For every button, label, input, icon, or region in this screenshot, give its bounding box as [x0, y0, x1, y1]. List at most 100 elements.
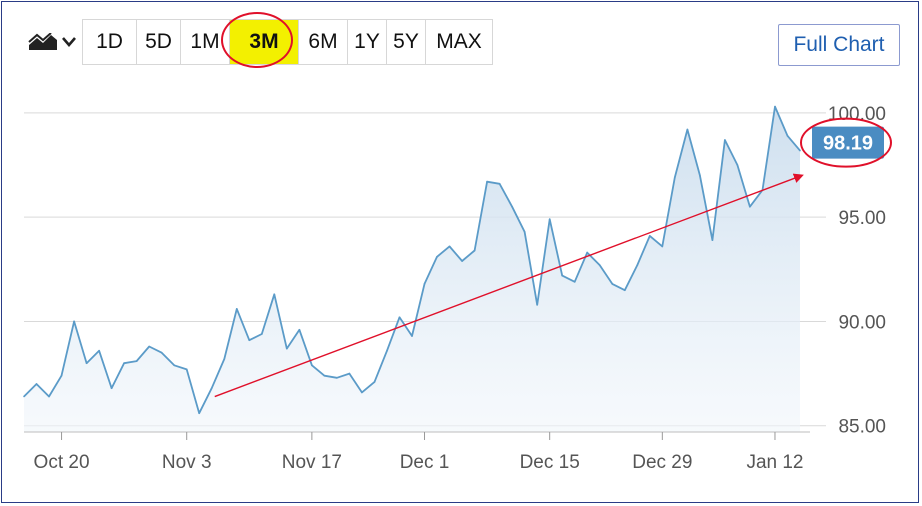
data-point — [348, 372, 351, 375]
last-price-badge — [812, 126, 884, 159]
data-point — [799, 149, 801, 152]
data-point — [473, 249, 476, 252]
data-point — [60, 374, 63, 377]
data-point — [261, 333, 263, 335]
data-point — [611, 283, 614, 285]
x-tick-label: Dec 15 — [520, 452, 580, 473]
data-point — [311, 364, 313, 367]
range-button-label: 5D — [145, 30, 172, 53]
data-point — [536, 304, 538, 306]
x-tick-label: Nov 17 — [282, 452, 342, 473]
data-point — [48, 395, 50, 398]
y-tick-label: 85.00 — [838, 417, 886, 438]
range-button-label: 1Y — [354, 30, 380, 53]
area-chart-icon — [28, 33, 57, 50]
data-point — [73, 320, 75, 323]
data-point — [210, 387, 213, 390]
chart-toolbar: 1D 5D 1M 3M 6M 1Y 5Y MAX — [22, 12, 493, 68]
x-tick-label: Dec 29 — [632, 452, 692, 473]
data-point — [35, 383, 38, 385]
range-button-label: MAX — [436, 30, 482, 53]
range-button-1d[interactable]: 1D — [83, 20, 137, 64]
data-point — [598, 264, 601, 266]
data-point — [361, 391, 363, 394]
data-point — [23, 395, 25, 398]
range-button-6m[interactable]: 6M — [299, 20, 348, 64]
range-button-3m[interactable]: 3M — [221, 12, 299, 68]
range-button-label: 1D — [96, 30, 123, 53]
range-button-label: 5Y — [393, 30, 419, 53]
price-highlight-oval — [800, 117, 892, 168]
data-point — [436, 255, 438, 258]
chevron-down-icon — [62, 37, 76, 47]
data-point — [448, 245, 451, 248]
data-point — [386, 349, 388, 352]
data-point — [548, 218, 551, 220]
data-point — [123, 362, 125, 365]
data-point — [561, 274, 563, 277]
x-tick-label: Jan 12 — [746, 452, 803, 473]
x-tick-label: Dec 1 — [400, 452, 450, 473]
range-button-5d[interactable]: 5D — [137, 20, 181, 64]
area-fill — [24, 106, 800, 432]
data-point — [298, 329, 301, 331]
data-point — [185, 368, 188, 371]
data-point — [749, 205, 751, 208]
data-point — [686, 128, 689, 131]
range-button-label: 3M — [249, 30, 279, 53]
data-point — [223, 358, 226, 360]
data-point — [248, 339, 251, 342]
x-tick-label: Oct 20 — [34, 452, 90, 473]
data-point — [323, 374, 326, 377]
chart-type-selector[interactable] — [22, 18, 82, 66]
full-chart-button[interactable]: Full Chart — [778, 24, 900, 66]
data-point — [674, 176, 676, 179]
data-point — [786, 135, 789, 137]
data-point — [423, 283, 426, 285]
x-tick-label: Nov 3 — [162, 452, 212, 473]
data-point — [736, 164, 739, 166]
data-point — [724, 139, 726, 141]
data-point — [110, 387, 113, 390]
range-button-label: 1M — [190, 30, 220, 53]
data-point — [198, 412, 200, 415]
data-point — [336, 377, 338, 379]
data-point — [636, 264, 639, 266]
data-point — [573, 281, 576, 283]
range-button-1y[interactable]: 1Y — [348, 20, 387, 64]
data-point — [286, 347, 288, 350]
data-point — [398, 316, 401, 319]
range-button-1m[interactable]: 1M — [181, 20, 230, 64]
y-tick-label: 95.00 — [838, 208, 886, 229]
data-point — [586, 251, 588, 254]
y-tick-label: 90.00 — [838, 312, 886, 333]
trend-arrow — [214, 173, 804, 398]
data-point — [411, 335, 413, 337]
data-point — [135, 360, 138, 362]
data-point — [461, 260, 463, 262]
data-point — [649, 235, 651, 237]
data-point — [486, 180, 488, 183]
range-button-label: 6M — [308, 30, 338, 53]
data-point — [236, 308, 238, 310]
data-point — [661, 245, 664, 248]
data-point — [711, 239, 714, 241]
range-selector: 1D 5D 1M 3M 6M 1Y 5Y MAX — [82, 12, 493, 68]
data-point — [498, 183, 501, 185]
data-point — [774, 105, 776, 108]
data-point — [173, 364, 175, 367]
data-point — [273, 293, 276, 296]
data-point — [523, 231, 526, 233]
last-price-label: 98.19 — [823, 133, 873, 155]
data-point — [624, 289, 626, 292]
data-point — [699, 174, 701, 177]
range-button-max[interactable]: MAX — [426, 20, 492, 64]
data-point — [373, 381, 376, 383]
data-point — [148, 345, 150, 348]
data-point — [85, 362, 88, 365]
y-tick-label: 100.00 — [828, 104, 886, 125]
data-point — [160, 351, 163, 354]
range-button-5y[interactable]: 5Y — [387, 20, 426, 64]
data-point — [511, 205, 513, 208]
